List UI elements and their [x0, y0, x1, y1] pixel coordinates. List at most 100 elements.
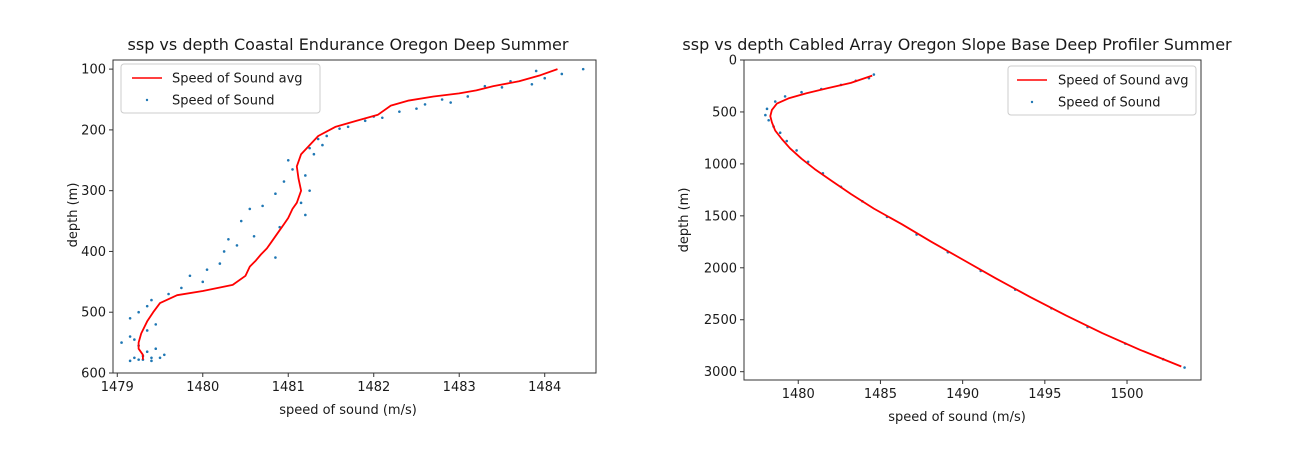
data-point: [239, 219, 243, 223]
data-point: [308, 189, 311, 192]
x-tick-label: 1480: [782, 387, 815, 402]
data-point: [800, 90, 803, 94]
data-point: [581, 67, 585, 71]
data-point: [167, 292, 170, 296]
data-point: [778, 131, 782, 135]
legend: Speed of Sound avg Speed of Sound: [120, 63, 321, 114]
y-tick-label: 600: [81, 367, 106, 382]
legend-box: [1007, 65, 1197, 116]
data-point: [128, 335, 132, 338]
data-point: [312, 152, 316, 156]
y-axis-label: depth (m): [66, 183, 81, 248]
data-point: [180, 286, 183, 290]
legend: Speed of Sound avg Speed of Sound: [1007, 65, 1197, 116]
data-point: [218, 262, 222, 265]
data-point: [128, 317, 132, 320]
data-point: [346, 125, 350, 129]
data-point: [530, 83, 534, 86]
data-point: [252, 234, 256, 238]
data-point: [449, 101, 452, 104]
data-point: [286, 158, 290, 162]
data-point: [1183, 366, 1186, 369]
axis-ticks: 1479 1480 1481 1482 1483 1484 100 200 300 400 500 6…: [81, 63, 561, 395]
data-point: [235, 244, 239, 247]
data-point: [291, 168, 294, 171]
data-point: [534, 69, 538, 73]
y-tick-label: 3000: [704, 365, 737, 380]
data-point: [154, 323, 158, 326]
data-point: [205, 268, 209, 271]
x-axis-label: speed of sound (m/s): [888, 410, 1026, 425]
data-point: [145, 329, 149, 332]
data-point: [304, 213, 307, 217]
x-axis-label: speed of sound (m/s): [279, 403, 417, 418]
plot-area: [120, 67, 585, 363]
x-tick-label: 1482: [357, 380, 390, 395]
data-point: [299, 201, 303, 205]
data-point: [440, 98, 444, 101]
series-line-avg: [769, 74, 1182, 368]
data-point: [543, 76, 547, 80]
data-point: [201, 280, 205, 284]
data-point: [145, 304, 149, 308]
data-point: [162, 353, 166, 357]
y-tick-label: 500: [81, 306, 106, 321]
data-point: [261, 204, 264, 208]
data-point: [158, 356, 162, 360]
y-tick-label: 200: [81, 123, 106, 138]
y-tick-label: 100: [81, 63, 106, 78]
data-point: [150, 359, 153, 363]
y-axis-label: depth (m): [677, 188, 692, 253]
y-tick-label: 400: [81, 245, 106, 260]
data-point: [560, 72, 564, 76]
data-point: [398, 110, 401, 113]
legend-point-swatch: [145, 98, 149, 102]
chart-title: ssp vs depth Cabled Array Oregon Slope B…: [682, 35, 1232, 54]
data-point: [282, 180, 286, 183]
data-point: [321, 143, 324, 147]
data-point: [150, 298, 153, 302]
data-point: [133, 356, 136, 360]
legend-label: Speed of Sound avg: [172, 72, 303, 87]
y-tick-label: 300: [81, 184, 106, 199]
data-point: [795, 149, 798, 152]
data-point: [415, 107, 418, 110]
legend-label: Speed of Sound: [1058, 96, 1160, 111]
x-tick-label: 1480: [186, 380, 219, 395]
y-tick-label: 1500: [704, 209, 737, 224]
chart-title: ssp vs depth Coastal Endurance Oregon De…: [128, 35, 569, 54]
x-tick-label: 1481: [272, 380, 305, 395]
axes-frame: [743, 59, 1202, 381]
data-point: [773, 100, 777, 103]
y-tick-label: 2000: [704, 261, 737, 276]
data-point: [222, 250, 226, 253]
data-point: [500, 86, 504, 89]
data-point: [274, 192, 277, 196]
data-point: [188, 274, 192, 278]
data-point: [133, 338, 136, 341]
data-point: [783, 95, 787, 98]
data-point: [325, 134, 329, 138]
data-point: [227, 237, 230, 241]
y-tick-label: 1000: [704, 157, 737, 172]
axes-frame: [112, 59, 597, 374]
data-point: [380, 116, 384, 120]
legend-box: [120, 63, 321, 114]
legend-label: Speed of Sound avg: [1058, 74, 1189, 89]
plot-area: [764, 73, 1186, 369]
x-tick-label: 1490: [946, 387, 979, 402]
data-point: [316, 137, 320, 141]
x-tick-label: 1495: [1028, 387, 1061, 402]
data-point: [137, 310, 140, 314]
y-tick-label: 2500: [704, 313, 737, 328]
data-point: [363, 119, 367, 123]
data-point: [764, 113, 767, 117]
data-point: [145, 350, 149, 354]
data-point: [150, 356, 153, 360]
x-tick-label: 1485: [864, 387, 897, 402]
x-tick-label: 1484: [528, 380, 561, 395]
x-tick-label: 1483: [443, 380, 476, 395]
chart-cabled-array: ssp vs depth Cabled Array Oregon Slope B…: [677, 35, 1232, 425]
data-point: [274, 256, 277, 259]
